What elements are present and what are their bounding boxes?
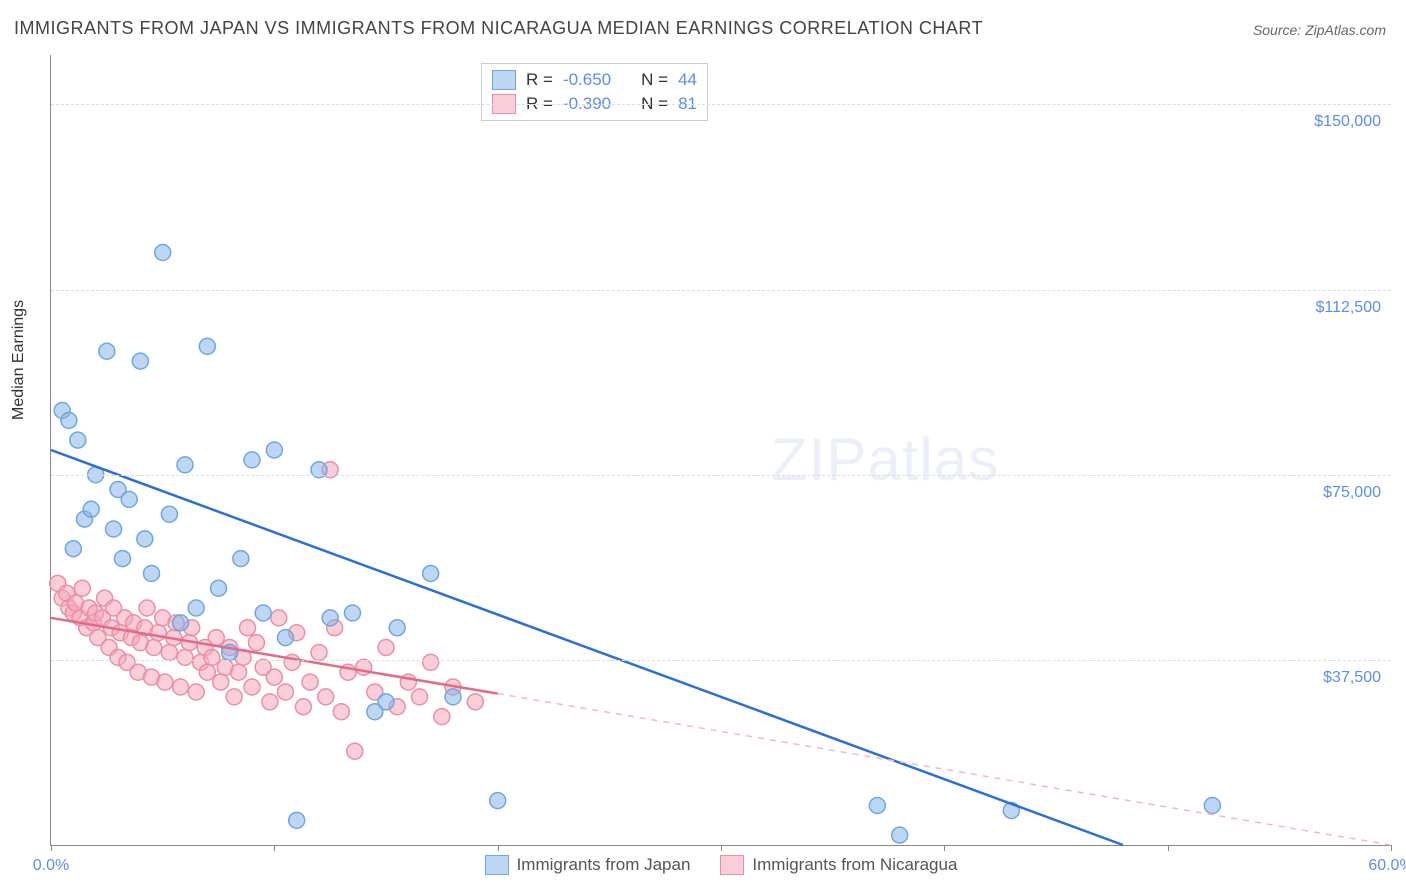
legend-item-nicaragua: Immigrants from Nicaragua (720, 855, 957, 875)
series-name-japan: Immigrants from Japan (517, 855, 691, 875)
xtick-label: 0.0% (33, 857, 69, 875)
xtick-label: 60.0% (1368, 857, 1406, 875)
xtick (721, 845, 722, 851)
plot-area: ZIPatlas R = -0.650 N = 44 R = -0.390 N … (50, 55, 1391, 846)
swatch-nicaragua (720, 855, 744, 875)
gridline (51, 660, 1391, 661)
ytick-label: $37,500 (1323, 669, 1381, 687)
xtick (1391, 845, 1392, 851)
legend-series: Immigrants from Japan Immigrants from Ni… (51, 855, 1391, 875)
gridline (51, 290, 1391, 291)
series-name-nicaragua: Immigrants from Nicaragua (752, 855, 957, 875)
ytick-label: $75,000 (1323, 484, 1381, 502)
source-name: ZipAtlas.com (1305, 22, 1386, 38)
gridline (51, 104, 1391, 105)
xtick (1168, 845, 1169, 851)
xtick (51, 845, 52, 851)
ytick-label: $112,500 (1315, 299, 1381, 317)
chart-title: IMMIGRANTS FROM JAPAN VS IMMIGRANTS FROM… (14, 18, 983, 39)
xtick (498, 845, 499, 851)
chart-svg (51, 55, 1391, 845)
xtick (944, 845, 945, 851)
ytick-label: $150,000 (1314, 113, 1381, 131)
gridline (51, 475, 1391, 476)
legend-item-japan: Immigrants from Japan (485, 855, 691, 875)
swatch-japan (485, 855, 509, 875)
source-attribution: Source: ZipAtlas.com (1253, 22, 1386, 38)
source-label: Source: (1253, 22, 1301, 38)
xtick (274, 845, 275, 851)
y-axis-label: Median Earnings (10, 300, 28, 420)
